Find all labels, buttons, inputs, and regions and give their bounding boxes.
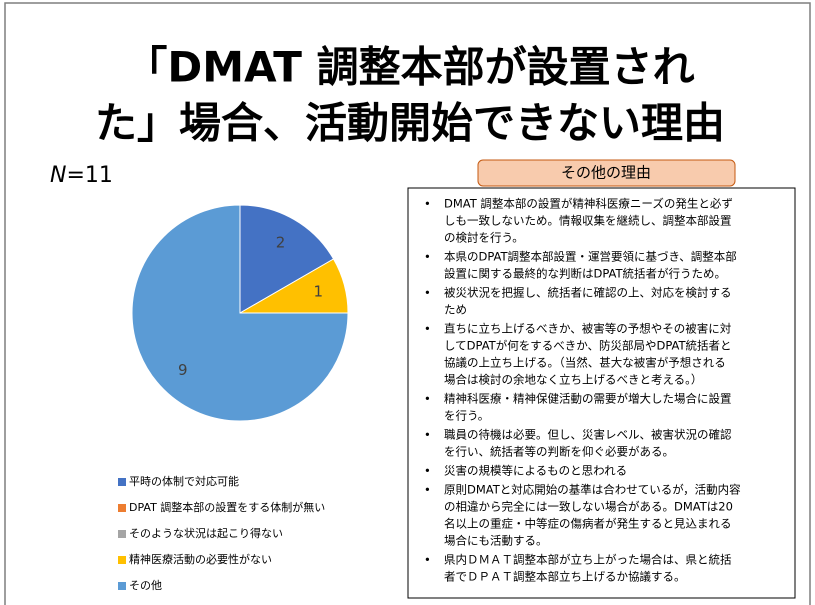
reason-line: 本県のDPAT調整本部設置・運営要領に基づき、調整本部 (444, 250, 737, 264)
reason-line: 精神科医療・精神保健活動の需要が増大した場合に設置 (444, 392, 732, 406)
title-line: 「DMAT 調整本部が設置され (125, 43, 694, 92)
bullet: • (424, 428, 431, 442)
slice-label: 1 (313, 283, 323, 301)
legend-swatch (118, 556, 126, 564)
reason-line: 名以上の重症・中等症の傷病者が発生すると見込まれる (444, 517, 732, 531)
bullet: • (424, 464, 431, 478)
reason-line: 原則DMATと対応開始の基準は合わせているが，活動内容 (444, 483, 741, 497)
reason-line: 場合にも活動する。 (444, 534, 548, 548)
slide-frame (4, 2, 811, 605)
reason-line: 被災状況を把握し、統括者に確認の上、対応を検討する (444, 286, 732, 300)
bullet: • (424, 197, 431, 211)
reason-line: を行う。 (444, 409, 489, 423)
legend-label: 平時の体制で対応可能 (129, 474, 239, 488)
bullet: • (424, 392, 431, 406)
legend-label: その他 (129, 579, 162, 592)
n-value: =11 (66, 163, 112, 188)
legend-swatch (118, 582, 126, 590)
pie-slice (131, 204, 349, 422)
reason-line: 協議の上立ち上げる。（当然、甚大な被害が予想される (444, 356, 726, 370)
reason-line: 災害の規模等によるものと思われる (444, 464, 627, 478)
reasons-header-box (477, 159, 736, 187)
n-symbol: N (50, 163, 66, 188)
slice-label: 9 (178, 361, 188, 379)
legend-label: 精神医療活動の必要性がない (129, 552, 272, 566)
bullet: • (424, 553, 431, 567)
n-label: N=11 (50, 163, 113, 188)
reason-line: の検討を行う。 (444, 231, 524, 245)
bullet: • (424, 286, 431, 300)
reason-line: 県内ＤＭＡＴ調整本部が立ち上がった場合は、県と統括 (444, 553, 732, 567)
reason-line: 職員の待機は必要。但し、災害レベル、被害状況の確認 (444, 428, 732, 442)
reason-line: 者でＤＰＡＴ調整本部立ち上げるか協議する。 (444, 570, 686, 584)
title-line: た」場合、活動開始できない理由 (95, 99, 725, 148)
legend-swatch (118, 478, 126, 486)
reason-line: ため (444, 303, 467, 317)
slice-label: 2 (276, 233, 286, 251)
reason-line: を行い、統括者等の判断を仰ぐ必要がある。 (444, 445, 674, 459)
legend-label: DPAT 調整本部の設置をする体制が無い (129, 500, 325, 514)
bullet: • (424, 250, 431, 264)
legend-swatch (118, 504, 126, 512)
reasons-header: その他の理由 (561, 164, 651, 182)
reasons-box (407, 187, 796, 599)
reason-line: してDPATが何をするべきか、防災部局やDPAT統括者と (444, 339, 732, 353)
bullet: • (424, 322, 431, 336)
reason-line: 直ちに立ち上げるべきか、被害等の予想やその被害に対 (444, 322, 732, 336)
legend-label: そのような状況は起こり得ない (129, 526, 283, 540)
reason-line: 場合は検討の余地なく立ち上げるべきと考える。） (444, 373, 702, 387)
reason-line: しも一致しないため。情報収集を継続し、調整本部設置 (444, 214, 732, 228)
legend-swatch (118, 530, 126, 538)
bullet: • (424, 483, 431, 497)
reason-line: の相違から完全には一致しない場合がある。DMATは20 (444, 500, 733, 514)
reason-line: 設置に関する最終的な判断はDPAT統括者が行うため。 (444, 267, 726, 281)
reason-line: DMAT 調整本部の設置が精神科医療ニーズの発生と必ず (444, 197, 733, 211)
pie-slice (239, 204, 335, 314)
